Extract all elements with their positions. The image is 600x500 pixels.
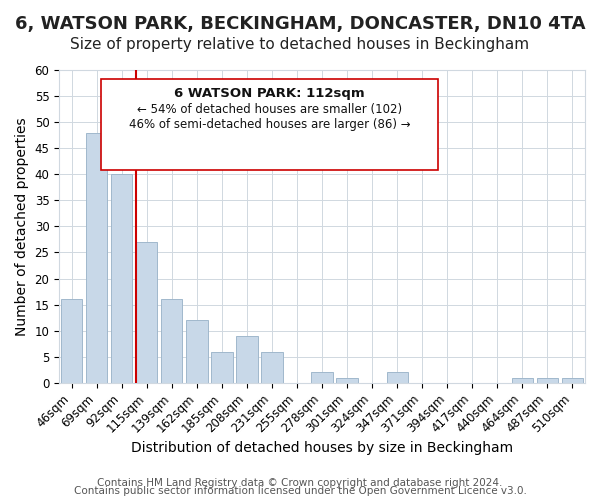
Bar [161,300,182,383]
Text: 46% of semi-detached houses are larger (86) →: 46% of semi-detached houses are larger (… [128,118,410,132]
Text: 6, WATSON PARK, BECKINGHAM, DONCASTER, DN10 4TA: 6, WATSON PARK, BECKINGHAM, DONCASTER, D… [15,15,585,33]
Bar [111,174,133,383]
Bar [337,378,358,383]
Text: Size of property relative to detached houses in Beckingham: Size of property relative to detached ho… [70,38,530,52]
Bar [186,320,208,383]
Bar [386,372,408,383]
Bar [61,300,82,383]
Bar [236,336,257,383]
Y-axis label: Number of detached properties: Number of detached properties [15,117,29,336]
FancyBboxPatch shape [101,80,438,170]
X-axis label: Distribution of detached houses by size in Beckingham: Distribution of detached houses by size … [131,441,513,455]
Text: 6 WATSON PARK: 112sqm: 6 WATSON PARK: 112sqm [174,87,365,100]
Bar [562,378,583,383]
Bar [136,242,157,383]
Text: ← 54% of detached houses are smaller (102): ← 54% of detached houses are smaller (10… [137,103,402,116]
Bar [211,352,233,383]
Bar [86,132,107,383]
Bar [537,378,558,383]
Bar [262,352,283,383]
Text: Contains public sector information licensed under the Open Government Licence v3: Contains public sector information licen… [74,486,526,496]
Bar [512,378,533,383]
Text: Contains HM Land Registry data © Crown copyright and database right 2024.: Contains HM Land Registry data © Crown c… [97,478,503,488]
Bar [311,372,333,383]
